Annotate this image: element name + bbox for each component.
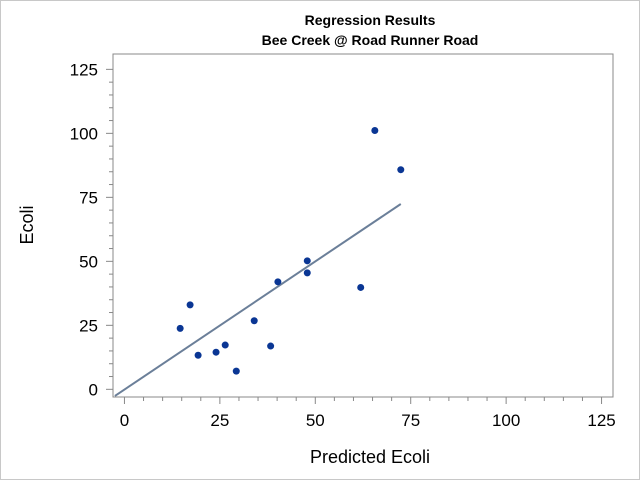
- y-tick-label: 125: [70, 60, 98, 79]
- x-tick-label: 75: [401, 411, 420, 430]
- chart-subtitle: Bee Creek @ Road Runner Road: [262, 32, 479, 48]
- y-tick-label: 25: [79, 316, 98, 335]
- y-axis: 0 25 50 75 100 125: [70, 60, 113, 399]
- x-tick-label: 125: [587, 411, 615, 430]
- regression-line: [114, 203, 402, 397]
- data-point: [274, 278, 282, 286]
- chart-title: Regression Results: [305, 12, 436, 28]
- data-point: [357, 283, 365, 291]
- x-axis-label: Predicted Ecoli: [310, 447, 430, 467]
- regression-line-group: [114, 203, 402, 397]
- x-tick-label: 0: [120, 411, 129, 430]
- data-point: [267, 342, 275, 350]
- data-point: [303, 269, 311, 277]
- plot-area: [112, 53, 614, 398]
- data-point: [250, 317, 258, 325]
- y-tick-label: 50: [79, 252, 98, 271]
- data-point: [303, 257, 311, 265]
- data-point: [397, 166, 405, 174]
- scatter-points: [176, 127, 405, 375]
- data-point: [212, 348, 220, 356]
- data-point: [194, 351, 202, 359]
- y-tick-label: 0: [89, 380, 98, 399]
- data-point: [186, 301, 194, 309]
- data-point: [221, 341, 229, 349]
- x-tick-label: 100: [492, 411, 520, 430]
- y-axis-label: Ecoli: [17, 205, 37, 244]
- data-point: [176, 324, 184, 332]
- x-tick-label: 25: [210, 411, 229, 430]
- data-point: [371, 127, 379, 135]
- x-tick-label: 50: [306, 411, 325, 430]
- y-tick-label: 100: [70, 124, 98, 143]
- data-point: [232, 367, 240, 375]
- y-tick-label: 75: [79, 188, 98, 207]
- x-axis: 0 25 50 75 100 125: [120, 397, 616, 430]
